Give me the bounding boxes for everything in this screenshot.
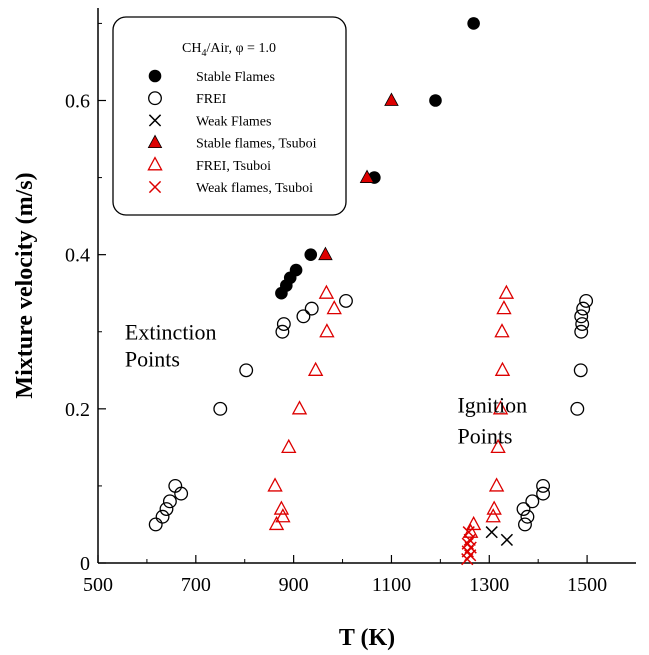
legend-label: Stable Flames <box>196 70 275 85</box>
data-point <box>326 300 342 315</box>
data-point <box>291 400 308 415</box>
legend-marker <box>148 69 162 83</box>
data-point <box>275 508 291 523</box>
data-point <box>304 248 318 261</box>
data-point <box>576 301 591 316</box>
legend-marker <box>148 180 162 194</box>
data-point <box>359 169 375 183</box>
x-tick-label: 700 <box>181 574 211 596</box>
series-1 <box>148 293 594 532</box>
data-point <box>516 502 531 516</box>
data-point <box>525 494 540 509</box>
x-tick-label: 900 <box>279 574 309 596</box>
data-point <box>496 300 512 315</box>
series-4 <box>267 284 515 538</box>
x-tick-label: 1300 <box>469 574 509 596</box>
data-point <box>579 293 594 308</box>
legend-label: FREI, Tsuboi <box>196 159 271 174</box>
y-tick-label: 0 <box>80 553 90 575</box>
legend-marker <box>147 134 163 149</box>
y-axis-label: Mixture velocity (m/s) <box>12 172 38 398</box>
data-point <box>536 478 551 493</box>
series-0 <box>275 17 480 300</box>
data-point <box>275 324 290 339</box>
series-5 <box>461 526 477 566</box>
data-point <box>319 323 335 338</box>
y-tick-label: 0.4 <box>65 245 90 267</box>
data-point <box>485 526 498 539</box>
data-point <box>467 17 480 30</box>
data-point <box>268 515 285 531</box>
series-2 <box>485 526 514 547</box>
legend-marker <box>148 114 162 127</box>
data-point <box>573 363 588 378</box>
data-point <box>574 324 589 339</box>
legend-title: CH4/Air, φ = 1.0 <box>182 41 276 59</box>
annotation-label: Ignition <box>457 393 527 418</box>
annotation-label: Extinction <box>125 319 217 344</box>
data-point <box>304 301 319 316</box>
data-point <box>575 317 590 331</box>
data-point <box>498 284 515 299</box>
data-point <box>267 477 283 492</box>
data-point <box>485 508 501 523</box>
legend-marker <box>148 91 162 106</box>
data-points-group <box>148 17 594 566</box>
legend-box <box>112 16 347 216</box>
data-point <box>162 494 177 509</box>
x-tick-label: 500 <box>83 574 113 596</box>
data-point <box>384 92 399 106</box>
legend-label: Weak Flames <box>196 114 271 129</box>
data-point <box>318 284 335 299</box>
data-point <box>148 517 163 532</box>
data-point <box>488 477 505 492</box>
legend-marker <box>147 156 163 171</box>
legend-label: Stable flames, Tsuboi <box>196 137 317 152</box>
data-point <box>213 401 228 416</box>
data-point <box>520 509 535 524</box>
x-tick-label: 1100 <box>372 574 411 596</box>
legend-label: Weak flames, Tsuboi <box>196 181 313 196</box>
data-point <box>494 323 510 338</box>
data-point <box>155 509 170 524</box>
data-point <box>289 263 303 277</box>
data-point <box>318 246 333 261</box>
series-3 <box>318 92 399 261</box>
annotation-label: Points <box>125 346 180 371</box>
data-point <box>429 94 442 107</box>
axes-group: 500 700 900 1100 1300 1500 0 0.2 0.4 0.6 T (K) Mixt… <box>12 8 636 651</box>
data-point <box>276 317 291 331</box>
legend: CH4/Air, φ = 1.0 Stable Flames FREI Weak Fl… <box>112 16 347 216</box>
data-point <box>462 526 475 539</box>
data-point <box>486 500 502 515</box>
x-tick-label: 1500 <box>567 574 607 596</box>
data-point <box>492 400 509 415</box>
data-point <box>465 515 482 531</box>
y-tick-label: 0.6 <box>65 91 90 113</box>
data-point <box>174 486 189 501</box>
data-point <box>273 500 290 515</box>
data-point <box>239 363 254 378</box>
data-point <box>570 401 585 416</box>
data-point <box>494 361 511 376</box>
y-tick-label: 0.2 <box>65 399 90 421</box>
data-point <box>307 361 324 376</box>
data-point <box>281 438 297 454</box>
annotation-label: Points <box>457 424 512 449</box>
data-point <box>518 517 532 532</box>
data-point <box>461 537 474 550</box>
data-point <box>536 486 551 501</box>
x-axis-label: T (K) <box>339 625 395 651</box>
data-point <box>339 293 353 308</box>
data-point <box>159 502 174 516</box>
data-point <box>500 533 514 547</box>
data-point <box>490 438 506 454</box>
data-point <box>296 309 311 324</box>
legend-label: FREI <box>196 92 227 107</box>
data-point <box>574 309 589 324</box>
